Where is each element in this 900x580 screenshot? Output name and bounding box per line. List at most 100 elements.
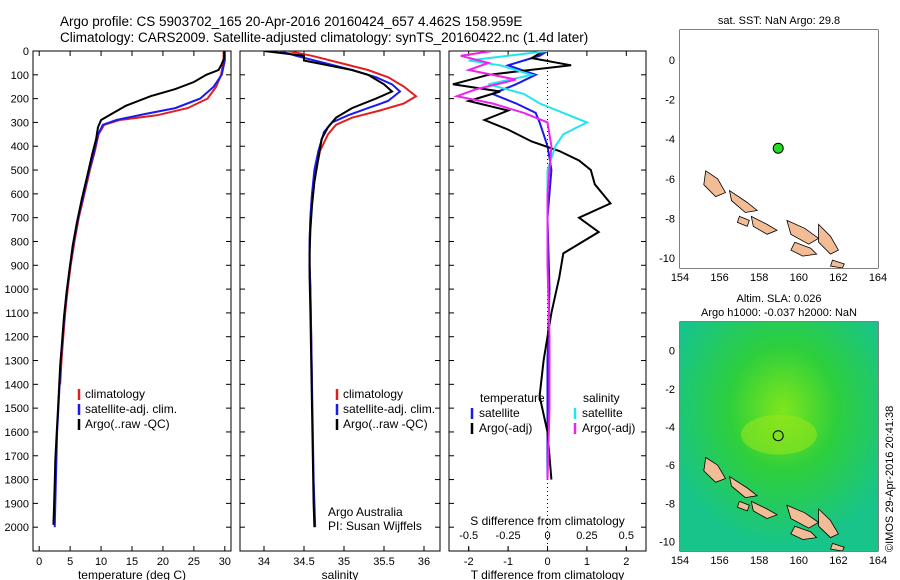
y-tick-label: 200	[11, 94, 29, 106]
map-y-tick-label: -4	[665, 422, 675, 434]
s-tick-label: 0	[544, 530, 550, 542]
y-tick-label: 1000	[5, 284, 29, 296]
legend-label: Argo(..raw -QC)	[343, 417, 428, 431]
x-tick-label: 36	[418, 556, 430, 568]
map-y-tick-label: -2	[665, 384, 675, 396]
x-tick-label: 10	[95, 556, 107, 568]
legend-label: satellite-adj. clim.	[343, 402, 435, 416]
x-tick-label: -2	[464, 556, 474, 568]
x-tick-label: 1	[584, 556, 590, 568]
y-tick-label: 300	[11, 117, 29, 129]
y-tick-label: 1800	[5, 475, 29, 487]
y-tick-label: 1700	[5, 451, 29, 463]
map-x-tick-label: 164	[869, 272, 887, 284]
s-tick-label: -0.25	[496, 530, 521, 542]
y-tick-label: 900	[11, 260, 29, 272]
legend-label: Argo(-adj)	[479, 421, 532, 435]
map-y-tick-label: -2	[665, 94, 675, 106]
temp-series-satellite-adj-clim-	[53, 51, 226, 528]
island	[728, 475, 759, 499]
s-tick-label: 0.5	[619, 530, 634, 542]
map-x-tick-label: 154	[671, 272, 689, 284]
map-x-tick-label: 162	[829, 555, 847, 567]
legend-label: satellite	[582, 406, 623, 420]
temp-xlabel: temperature (deg C)	[78, 568, 186, 580]
y-tick-label: 100	[11, 70, 29, 82]
sal-panel-frame	[239, 50, 441, 552]
island	[786, 219, 820, 245]
legend-label: climatology	[343, 387, 403, 401]
diff-xlabel-top: S difference from climatology	[470, 514, 625, 528]
map-y-tick-label: 0	[669, 55, 675, 67]
s-tick-label: 0.25	[576, 530, 597, 542]
map-y-tick-label: -10	[659, 536, 675, 548]
x-tick-label: 2	[623, 556, 629, 568]
sla-map-sla-high	[741, 414, 817, 455]
y-tick-label: 400	[11, 141, 29, 153]
island	[818, 223, 839, 255]
sst-map-title: sat. SST: NaN Argo: 29.8	[718, 15, 840, 27]
x-tick-label: 25	[188, 556, 200, 568]
x-tick-label: 0	[36, 556, 42, 568]
x-tick-label: 34	[258, 556, 270, 568]
island	[790, 241, 818, 257]
x-tick-label: -1	[503, 556, 513, 568]
y-tick-label: 1200	[5, 332, 29, 344]
x-tick-label: 0	[544, 556, 550, 568]
sal-series-argo-raw-qc-	[263, 51, 394, 528]
x-tick-label: 30	[219, 556, 231, 568]
x-tick-label: 34.5	[293, 556, 314, 568]
legend-label: Argo(..raw -QC)	[85, 417, 170, 431]
map-x-tick-label: 156	[710, 555, 728, 567]
island	[818, 508, 839, 539]
legend-label: Argo(-adj)	[582, 421, 635, 435]
sst-map-float-marker	[772, 142, 784, 154]
map-x-tick-label: 164	[869, 555, 887, 567]
sla-map-title-2: Argo h1000: -0.037 h2000: NaN	[701, 307, 857, 319]
map-y-tick-label: -6	[665, 460, 675, 472]
y-tick-label: 1400	[5, 379, 29, 391]
map-x-tick-label: 162	[829, 272, 847, 284]
diff-series-argo-adj-	[453, 51, 553, 480]
x-tick-label: 15	[126, 556, 138, 568]
legend-label: satellite-adj. clim.	[85, 402, 177, 416]
map-y-tick-label: -6	[665, 174, 675, 186]
map-y-tick-label: 0	[669, 346, 675, 358]
diff-xlabel: T difference from climatology	[471, 568, 625, 580]
sal-series-climatology	[287, 51, 418, 385]
title-line-2: Climatology: CARS2009. Satellite-adjuste…	[60, 30, 589, 45]
y-tick-label: 500	[11, 165, 29, 177]
credit-org: Argo Australia	[328, 505, 403, 519]
island	[703, 170, 727, 198]
map-y-tick-label: -10	[659, 253, 675, 265]
y-tick-label: 600	[11, 189, 29, 201]
map-y-tick-label: -8	[665, 213, 675, 225]
y-tick-label: 1600	[5, 427, 29, 439]
sla-map-float-marker	[772, 430, 784, 442]
island	[829, 259, 845, 268]
map-y-tick-label: -4	[665, 134, 675, 146]
island	[703, 456, 727, 483]
island	[736, 500, 750, 512]
x-tick-label: 20	[157, 556, 169, 568]
y-tick-label: 1900	[5, 498, 29, 510]
y-tick-label: 1300	[5, 356, 29, 368]
x-tick-label: 35	[338, 556, 350, 568]
island	[829, 542, 845, 551]
island	[750, 215, 778, 235]
map-y-tick-label: -8	[665, 498, 675, 510]
diff-series-argo-adj-	[452, 51, 613, 480]
credit-pi: PI: Susan Wijffels	[328, 519, 422, 533]
island	[790, 525, 818, 540]
map-x-tick-label: 154	[671, 555, 689, 567]
x-tick-label: 5	[67, 556, 73, 568]
legend-header: salinity	[583, 391, 620, 405]
diff-series-satellite	[489, 51, 553, 480]
y-tick-label: 800	[11, 236, 29, 248]
sla-map-title-1: Altim. SLA: 0.026	[737, 293, 822, 305]
map-x-tick-label: 158	[750, 272, 768, 284]
y-tick-label: 1100	[5, 308, 29, 320]
legend-label: climatology	[85, 387, 145, 401]
sal-xlabel: salinity	[322, 568, 359, 580]
